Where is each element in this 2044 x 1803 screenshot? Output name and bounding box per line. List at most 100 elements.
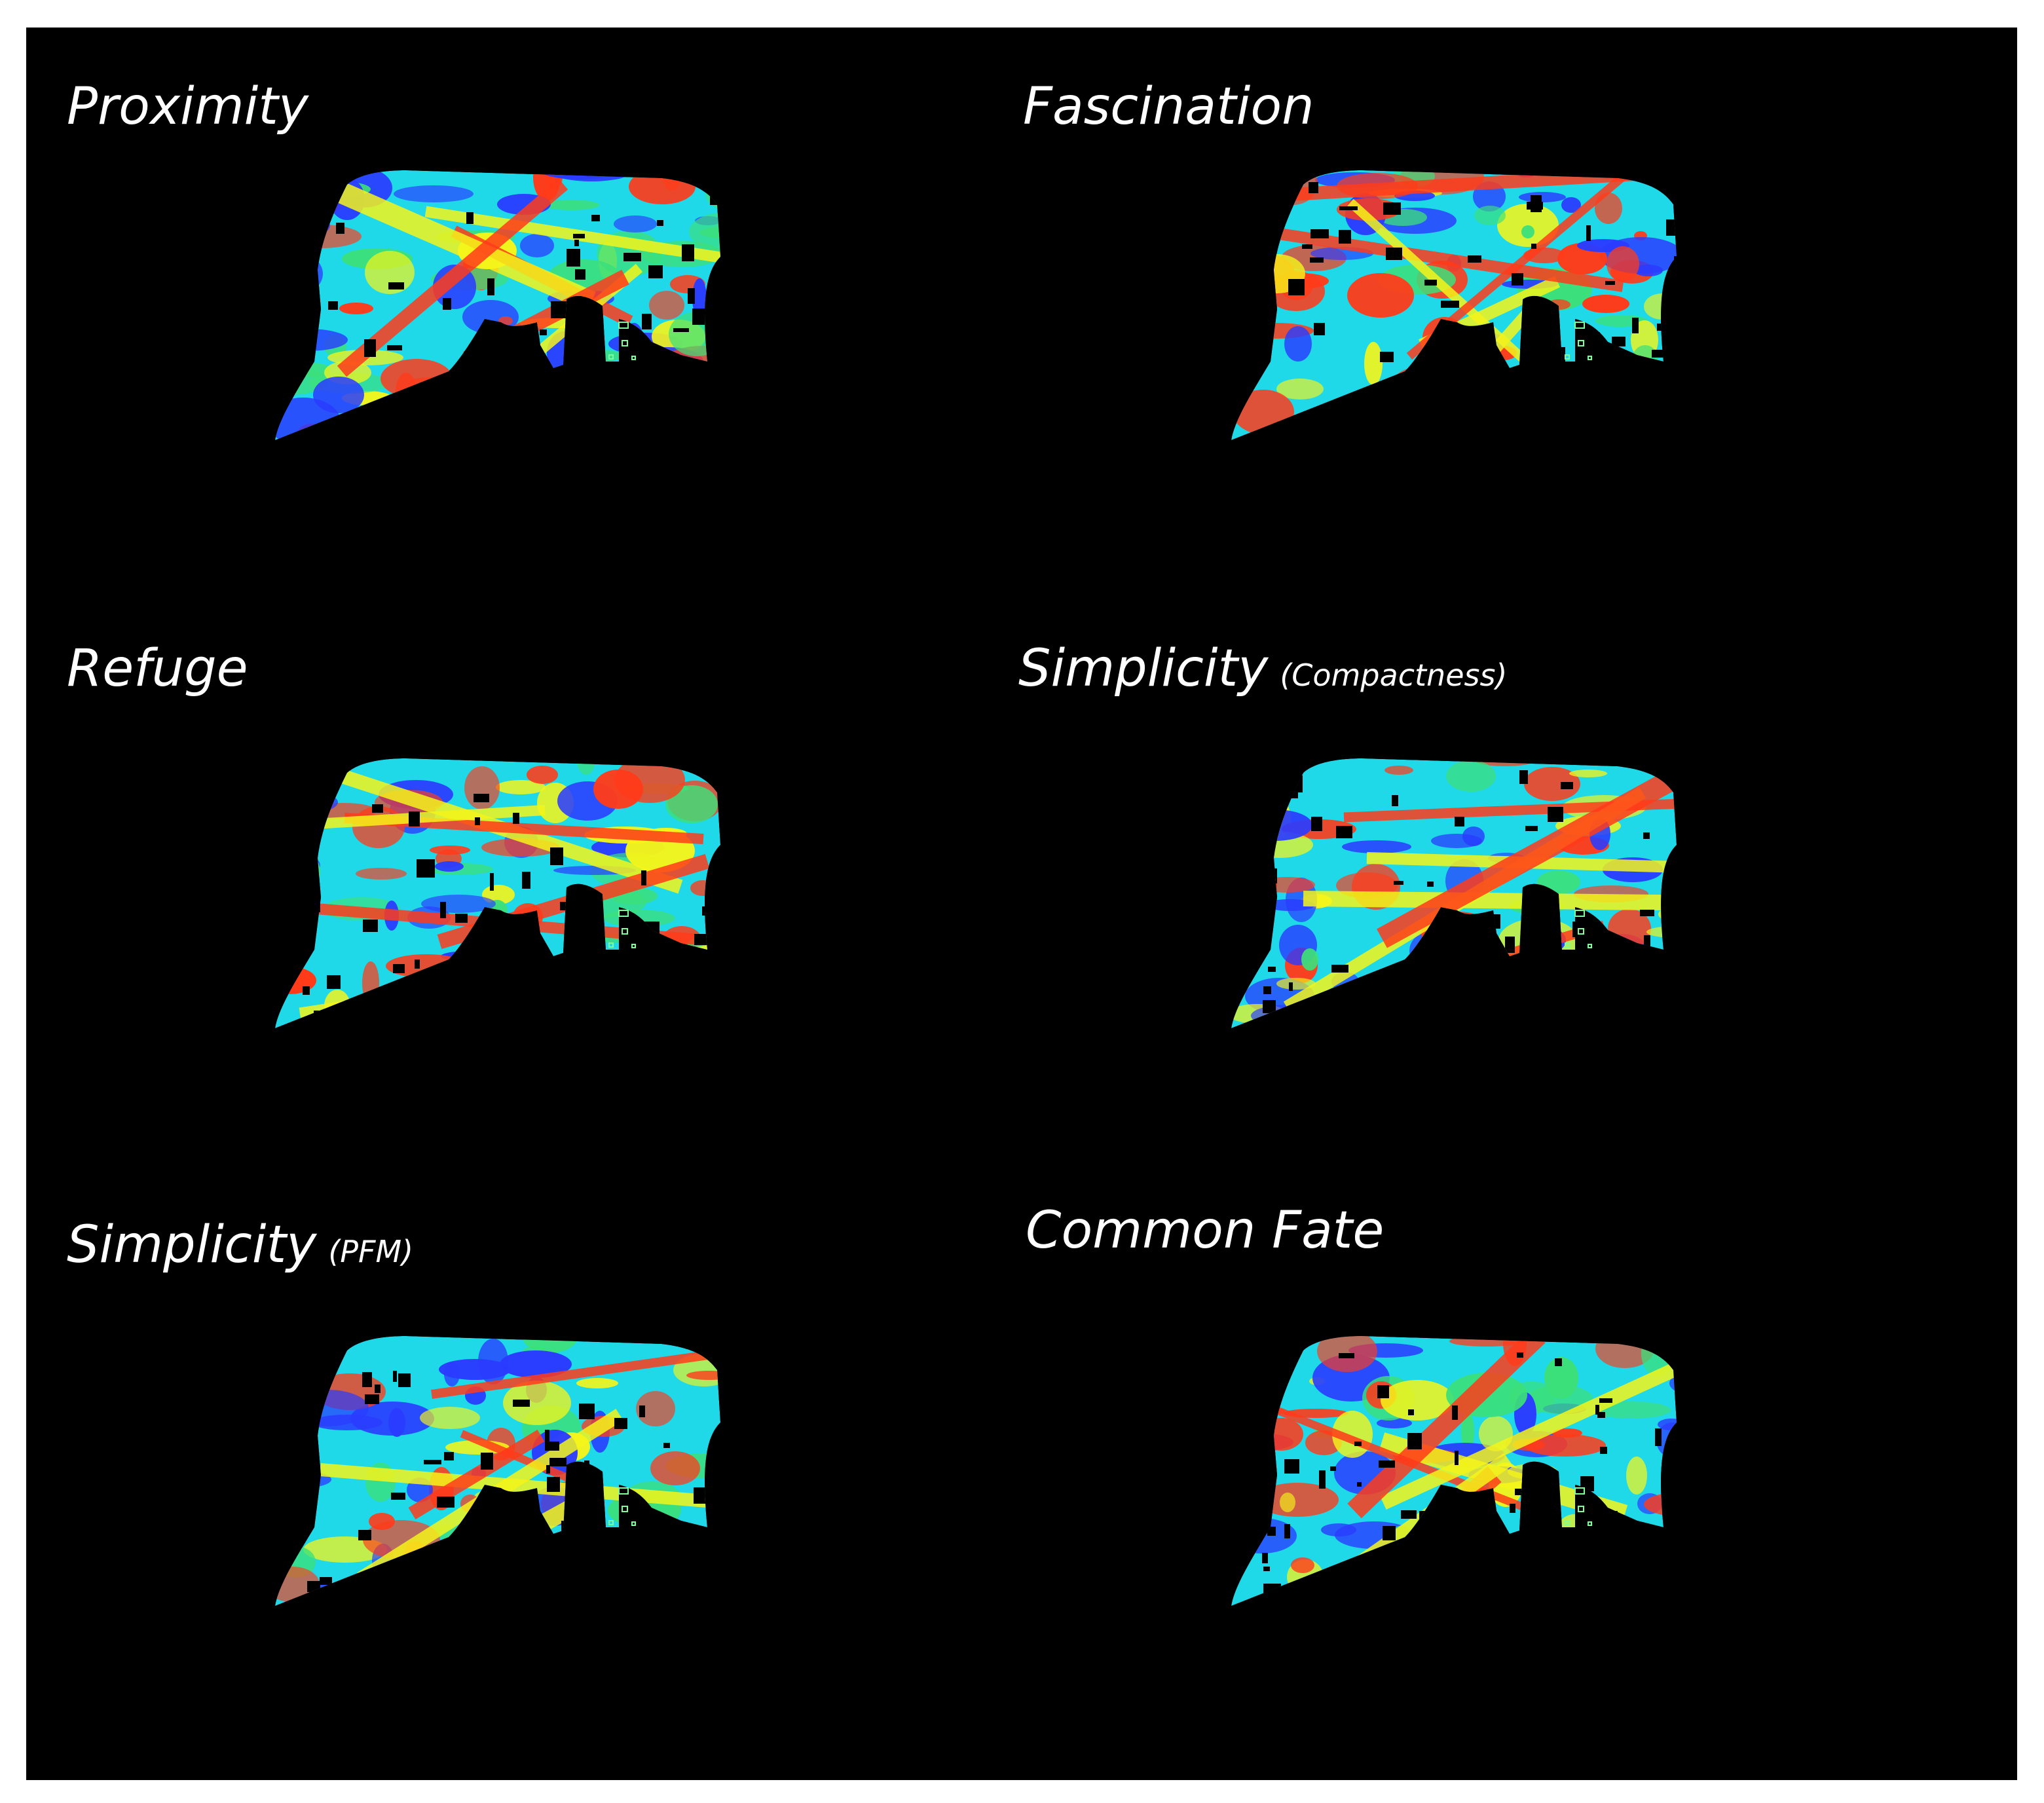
building-footprint bbox=[641, 870, 646, 885]
building-footprint bbox=[1379, 1460, 1395, 1468]
heat-blob bbox=[1524, 767, 1580, 801]
building-footprint bbox=[1384, 1567, 1394, 1572]
building-footprint bbox=[1263, 1584, 1281, 1600]
building-footprint bbox=[629, 384, 645, 389]
building-footprint bbox=[387, 345, 402, 350]
heat-blob bbox=[603, 910, 675, 927]
building-footprint bbox=[1519, 770, 1528, 784]
heat-blob bbox=[705, 176, 720, 214]
building-footprint bbox=[1394, 881, 1403, 885]
heat-blob bbox=[1628, 981, 1665, 995]
heat-blob bbox=[1251, 1005, 1327, 1027]
heat-blob bbox=[275, 251, 323, 296]
building-footprint bbox=[648, 265, 663, 278]
heat-blob bbox=[690, 880, 715, 896]
heat-blob bbox=[314, 1583, 333, 1606]
outline-feature bbox=[1565, 1520, 1570, 1525]
building-footprint bbox=[1525, 826, 1538, 831]
building-footprint bbox=[692, 308, 705, 325]
building-footprint bbox=[584, 392, 591, 400]
panel-title: Proximity bbox=[67, 81, 320, 132]
outline-feature bbox=[618, 1487, 629, 1495]
heat-blob bbox=[1526, 384, 1543, 430]
panel-title: Common Fate bbox=[1026, 1205, 1396, 1256]
heat-blob bbox=[493, 935, 510, 942]
panel-title-sub: (PFM) bbox=[328, 1234, 414, 1269]
building-footprint bbox=[607, 394, 616, 403]
heat-blob bbox=[1231, 1406, 1285, 1417]
heat-blob bbox=[1569, 770, 1607, 777]
heatmap-fill bbox=[1231, 170, 1677, 440]
building-footprint bbox=[1674, 1484, 1677, 1490]
building-footprint bbox=[455, 914, 468, 923]
heat-blob bbox=[569, 411, 603, 423]
heat-blob bbox=[1644, 293, 1677, 320]
building-footprint bbox=[1455, 1451, 1459, 1465]
heat-blob bbox=[1415, 1522, 1461, 1550]
building-footprint bbox=[1531, 908, 1547, 922]
building-footprint bbox=[575, 269, 585, 280]
building-footprint bbox=[1386, 248, 1402, 260]
heat-blob bbox=[1238, 809, 1312, 841]
heat-blob bbox=[1364, 342, 1383, 385]
building-footprint bbox=[737, 880, 747, 888]
building-footprint bbox=[1449, 1555, 1464, 1568]
heat-blob bbox=[409, 377, 492, 386]
heatmap-proximity bbox=[275, 170, 720, 440]
building-footprint bbox=[436, 995, 451, 1001]
heat-corridor bbox=[1417, 308, 1533, 436]
heat-blob bbox=[285, 1390, 369, 1426]
building-footprint bbox=[1652, 350, 1669, 358]
building-footprint bbox=[637, 1582, 648, 1597]
heat-blob bbox=[1519, 192, 1566, 202]
building-footprint bbox=[1383, 1526, 1396, 1540]
heat-corridor bbox=[1347, 1336, 1546, 1519]
panel-title: Simplicity (PFM) bbox=[67, 1219, 413, 1271]
building-footprint bbox=[1610, 1511, 1618, 1517]
heat-blob bbox=[492, 1531, 511, 1576]
heat-blob bbox=[413, 1003, 456, 1028]
building-footprint bbox=[1282, 787, 1298, 798]
building-footprint bbox=[1674, 256, 1677, 269]
heat-blob bbox=[1259, 1418, 1303, 1451]
building-footprint bbox=[1447, 924, 1464, 935]
outline-feature bbox=[608, 942, 614, 948]
building-footprint bbox=[614, 1534, 622, 1546]
heat-blob bbox=[722, 759, 743, 800]
building-footprint bbox=[440, 902, 446, 918]
building-footprint bbox=[694, 934, 709, 945]
heat-blob bbox=[1533, 1561, 1569, 1604]
building-footprint bbox=[1512, 273, 1523, 286]
building-footprint bbox=[707, 929, 720, 937]
heat-blob bbox=[497, 1594, 572, 1606]
building-footprint bbox=[715, 1483, 720, 1499]
heat-blob bbox=[275, 790, 338, 814]
heat-blob bbox=[1566, 967, 1583, 997]
panel-fascination: Fascination bbox=[982, 28, 1939, 584]
building-footprint bbox=[391, 1493, 405, 1500]
heat-corridor bbox=[1377, 758, 1677, 948]
heat-blob bbox=[1265, 899, 1315, 911]
building-footprint bbox=[614, 1418, 627, 1429]
heat-corridor bbox=[337, 178, 568, 377]
building-footprint bbox=[567, 1007, 574, 1018]
heat-blob bbox=[565, 1543, 644, 1555]
building-footprint bbox=[1263, 1000, 1276, 1013]
building-footprint bbox=[1657, 324, 1663, 331]
building-footprint bbox=[1408, 1409, 1414, 1415]
building-footprint bbox=[1339, 206, 1358, 210]
heatmap-fill bbox=[275, 170, 720, 440]
heat-corridor bbox=[320, 1463, 720, 1511]
building-footprint bbox=[1541, 327, 1552, 341]
heat-blob bbox=[360, 996, 385, 1016]
building-footprint bbox=[1419, 1511, 1434, 1521]
heat-blob bbox=[435, 861, 464, 872]
heat-blob bbox=[690, 1537, 720, 1555]
heat-blob bbox=[650, 1451, 700, 1485]
heat-blob bbox=[350, 1402, 434, 1436]
building-footprint bbox=[1309, 182, 1318, 193]
building-footprint bbox=[1455, 817, 1464, 827]
building-footprint bbox=[1356, 988, 1369, 999]
panel-simplicity-pfm: Simplicity (PFM) bbox=[26, 1193, 982, 1750]
building-footprint bbox=[1407, 378, 1418, 387]
